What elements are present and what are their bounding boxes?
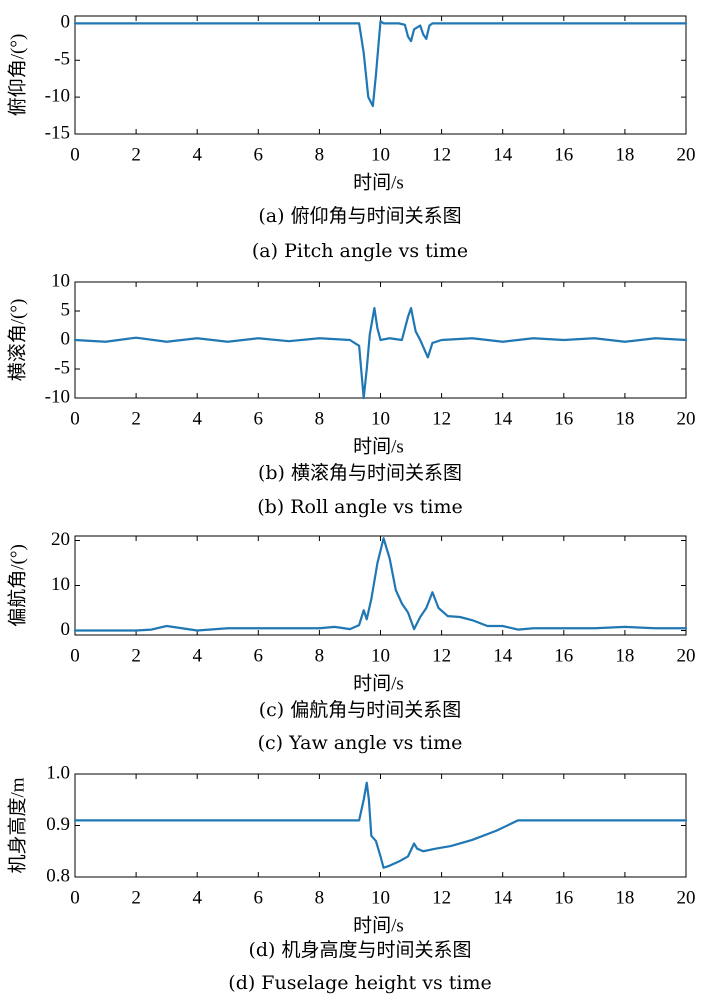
x-tick-label: 18 — [615, 887, 634, 908]
x-tick-label: 0 — [70, 887, 80, 908]
x-tick-label: 2 — [131, 645, 141, 666]
caption-c-en: (c) Yaw angle vs time — [257, 732, 463, 754]
y-axis-label: 机身高度/m — [6, 777, 28, 873]
x-tick-label: 4 — [192, 645, 202, 666]
x-tick-label: 8 — [315, 408, 325, 429]
caption-d-cn: (d) 机身高度与时间关系图 — [248, 939, 472, 961]
x-tick-label: 20 — [677, 887, 696, 908]
x-tick-label: 2 — [131, 408, 141, 429]
series-line — [73, 20, 688, 108]
x-tick-label: 8 — [315, 887, 325, 908]
x-tick-label: 6 — [254, 887, 264, 908]
y-tick-label: -15 — [45, 122, 70, 143]
x-tick-label: 12 — [432, 144, 451, 165]
x-tick-label: 4 — [192, 408, 202, 429]
x-tick-label: 14 — [493, 408, 513, 429]
caption-c-cn: (c) 偏航角与时间关系图 — [258, 699, 462, 721]
caption-b-en: (b) Roll angle vs time — [257, 496, 463, 518]
y-axis-label: 横滚角/(°) — [6, 299, 28, 382]
x-tick-label: 16 — [554, 144, 573, 165]
x-tick-label: 8 — [315, 144, 325, 165]
x-tick-label: 18 — [615, 645, 634, 666]
y-tick-label: 5 — [61, 299, 71, 320]
y-tick-label: -10 — [45, 85, 70, 106]
caption-d-en: (d) Fuselage height vs time — [228, 972, 492, 994]
x-tick-label: 10 — [371, 645, 390, 666]
x-tick-label: 6 — [254, 408, 264, 429]
series-line — [73, 781, 688, 869]
x-tick-label: 0 — [70, 408, 80, 429]
x-tick-label: 4 — [192, 144, 202, 165]
y-tick-label: 0 — [61, 12, 71, 33]
y-tick-label: 0 — [61, 619, 71, 640]
y-tick-label: 0.8 — [46, 865, 70, 886]
x-tick-label: 10 — [371, 887, 390, 908]
x-tick-label: 18 — [615, 408, 634, 429]
x-tick-label: 16 — [554, 645, 573, 666]
y-axis-label: 偏航角/(°) — [6, 544, 28, 627]
y-tick-label: -10 — [45, 386, 70, 407]
x-tick-label: 12 — [432, 645, 451, 666]
y-tick-label: 10 — [51, 574, 70, 595]
x-tick-label: 4 — [192, 887, 202, 908]
x-tick-label: 16 — [554, 887, 573, 908]
x-tick-label: 2 — [131, 144, 141, 165]
caption-b-cn: (b) 横滚角与时间关系图 — [257, 462, 463, 484]
x-tick-label: 12 — [432, 408, 451, 429]
x-tick-label: 16 — [554, 408, 573, 429]
x-tick-label: 2 — [131, 887, 141, 908]
series-line — [73, 537, 688, 632]
x-tick-label: 20 — [677, 408, 696, 429]
plot-frame-3 — [74, 773, 687, 878]
y-axis-label: 俯仰角/(°) — [6, 34, 28, 117]
x-tick-label: 18 — [615, 144, 634, 165]
x-axis-label: 时间/s — [353, 672, 404, 694]
x-tick-label: 6 — [254, 144, 264, 165]
y-tick-label: 20 — [51, 529, 70, 550]
x-axis-label: 时间/s — [353, 914, 404, 936]
caption-a-cn: (a) 俯仰角与时间关系图 — [258, 205, 462, 227]
y-tick-label: -5 — [54, 357, 70, 378]
x-tick-label: 14 — [493, 887, 513, 908]
x-axis-label: 时间/s — [353, 435, 404, 457]
caption-a-en: (a) Pitch angle vs time — [251, 240, 469, 262]
x-tick-label: 20 — [677, 144, 696, 165]
y-tick-label: 1.0 — [46, 762, 70, 783]
y-tick-label: -5 — [54, 49, 70, 70]
x-tick-label: 10 — [371, 144, 390, 165]
x-axis-label: 时间/s — [353, 171, 404, 193]
y-tick-label: 0.9 — [46, 814, 70, 835]
x-tick-label: 14 — [493, 144, 513, 165]
x-tick-label: 8 — [315, 645, 325, 666]
series-line — [73, 307, 688, 400]
x-tick-label: 0 — [70, 144, 80, 165]
y-tick-label: 10 — [51, 270, 70, 291]
x-tick-label: 12 — [432, 887, 451, 908]
x-tick-label: 14 — [493, 645, 513, 666]
x-tick-label: 20 — [677, 645, 696, 666]
x-tick-label: 6 — [254, 645, 264, 666]
y-tick-label: 0 — [61, 328, 71, 349]
x-tick-label: 0 — [70, 645, 80, 666]
x-tick-label: 10 — [371, 408, 390, 429]
